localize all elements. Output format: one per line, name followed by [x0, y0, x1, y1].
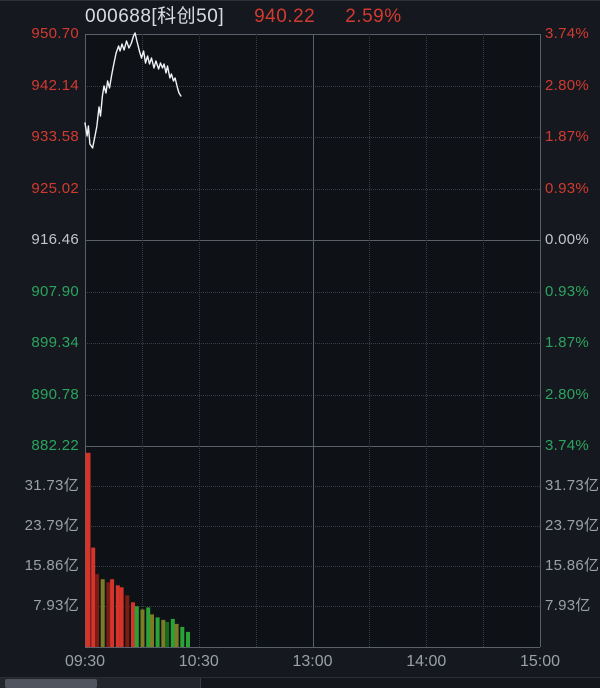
time-gridline — [426, 34, 428, 647]
chart-header: 000688[科创50] 940.22 2.59% — [85, 4, 402, 30]
price-axis-label: 899.34 — [31, 334, 79, 351]
time-gridline — [369, 34, 371, 647]
price-axis-label: 950.70 — [31, 25, 79, 42]
percent-axis-label: 1.87% — [545, 334, 590, 351]
volume-bar — [146, 607, 151, 647]
time-axis-label: 14:00 — [406, 653, 447, 670]
volume-axis-label: 15.86亿 — [545, 557, 600, 574]
price-axis-label: 890.78 — [31, 385, 79, 403]
time-gridline — [483, 34, 485, 647]
volume-bar — [186, 631, 190, 647]
volume-axis-label: 7.93亿 — [545, 597, 591, 614]
symbol-label: 000688[科创50] — [85, 6, 225, 27]
volume-axis-label: 23.79亿 — [24, 517, 79, 534]
percent-axis-label: 2.80% — [545, 385, 590, 403]
time-gridline — [255, 34, 257, 647]
price-axis-label: 933.58 — [31, 128, 79, 145]
volume-bar — [180, 626, 185, 647]
percent-axis-label: 3.74% — [545, 437, 590, 454]
session-gridline — [85, 34, 86, 647]
price-axis-label: 925.02 — [31, 179, 79, 197]
percent-axis-label: 2.80% — [545, 76, 590, 94]
price-line — [84, 32, 182, 149]
price-axis-label: 942.14 — [31, 76, 79, 94]
scrollbar-track-zone — [0, 678, 201, 688]
scrollbar-thumb[interactable] — [5, 679, 97, 688]
session-gridline — [312, 34, 314, 647]
time-axis-label: 15:00 — [519, 653, 561, 670]
volume-bar — [106, 582, 111, 647]
percent-axis-label: 0.00% — [545, 231, 590, 248]
volume-bar — [140, 609, 145, 647]
time-axis-label: 13:00 — [292, 653, 333, 670]
percent-axis-label: 0.93% — [545, 179, 590, 197]
volume-axis-label: 23.79亿 — [545, 517, 600, 534]
volume-bar — [155, 617, 160, 647]
volume-bar — [110, 579, 115, 647]
volume-bar — [100, 579, 105, 647]
volume-bars — [85, 452, 190, 647]
bottom-scrollbar[interactable] — [0, 677, 600, 688]
percent-axis-label: 3.74% — [545, 25, 590, 42]
price-axis-label: 907.90 — [31, 282, 79, 300]
time-gridline — [198, 34, 200, 647]
session-gridline — [540, 34, 541, 647]
price-axis-label: 916.46 — [31, 231, 79, 248]
bottom-axis-line — [85, 647, 540, 648]
volume-axis-label: 31.73亿 — [24, 477, 79, 494]
volume-bar — [174, 623, 179, 647]
volume-bar — [115, 585, 120, 647]
change-percent: 2.59% — [345, 6, 402, 27]
volume-bar — [125, 595, 130, 647]
volume-bar — [170, 618, 175, 647]
volume-bar — [85, 452, 91, 647]
last-price: 940.22 — [254, 6, 316, 27]
time-axis-label: 10:30 — [178, 653, 219, 670]
volume-bar — [134, 606, 139, 647]
percent-axis-label: 1.87% — [545, 128, 590, 145]
time-axis-label: 09:30 — [64, 653, 106, 670]
percent-axis-label: 0.93% — [545, 282, 590, 300]
volume-axis-label: 7.93亿 — [33, 597, 79, 614]
price-axis-label: 882.22 — [31, 437, 79, 454]
volume-bar — [119, 587, 124, 647]
volume-axis-label: 15.86亿 — [24, 557, 79, 574]
volume-bar — [161, 619, 166, 647]
volume-bar — [165, 621, 170, 647]
volume-bar — [131, 602, 135, 647]
volume-bar — [91, 547, 96, 647]
time-gridline — [141, 34, 143, 647]
volume-axis-label: 31.73亿 — [545, 477, 600, 494]
volume-bar — [95, 574, 99, 647]
volume-bar — [150, 614, 154, 647]
